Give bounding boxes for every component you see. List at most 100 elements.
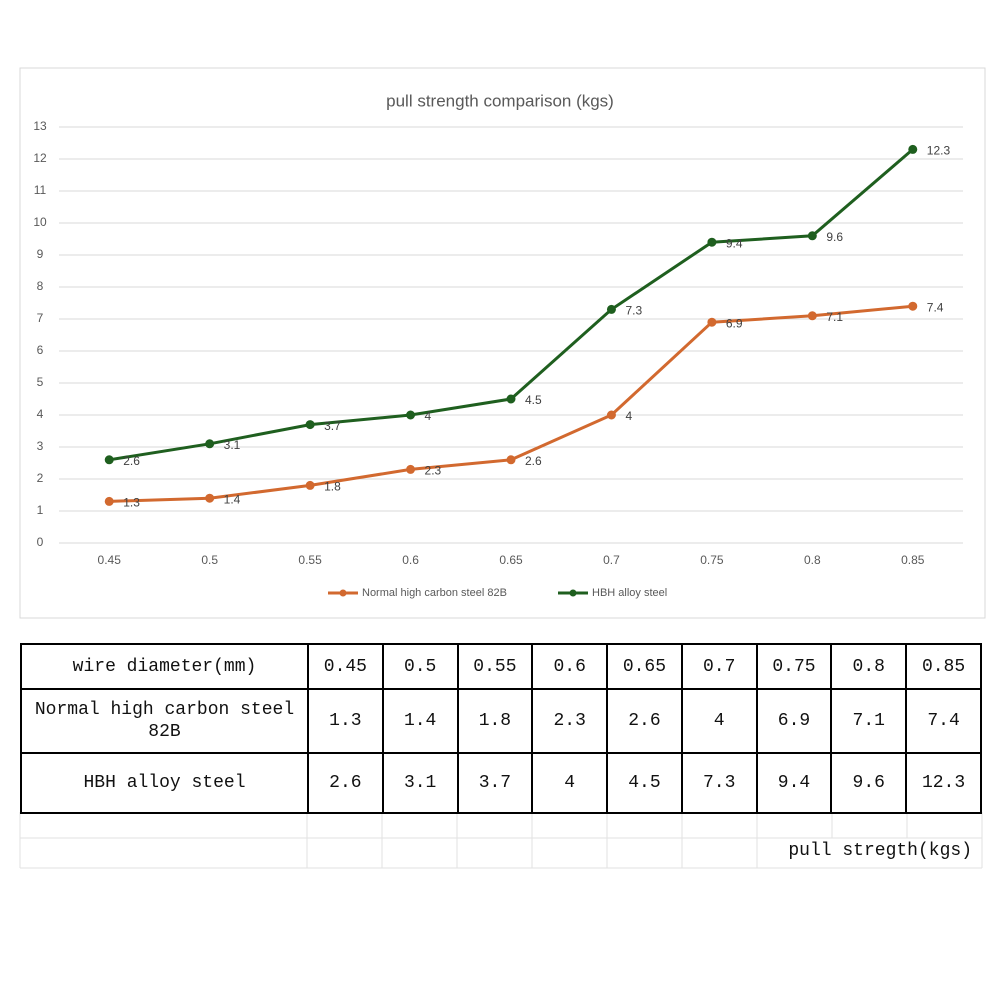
table-cell: 7.3: [680, 752, 758, 814]
data-point: [707, 237, 717, 247]
y-tick-label: 0: [37, 535, 44, 549]
table-cell: 7.1: [830, 688, 908, 754]
table-cell: 0.6: [531, 643, 609, 690]
data-label: 4: [625, 409, 632, 423]
data-point: [506, 394, 516, 404]
legend-marker: [569, 589, 577, 597]
table-cell: 2.6: [307, 752, 384, 814]
chart-frame: [19, 67, 986, 619]
table-row: Normal high carbon steel 82B 1.3 1.4 1.8 2.3…: [20, 688, 982, 754]
data-label: 2.6: [525, 454, 542, 468]
sheet-grid: [19, 812, 983, 869]
y-tick-label: 1: [37, 503, 44, 517]
table-cell: 1.3: [307, 688, 384, 754]
data-label: 1.8: [324, 480, 341, 494]
x-tick-label: 0.65: [499, 553, 523, 567]
data-label: 9.6: [826, 230, 843, 244]
table-cell: 4: [680, 688, 758, 754]
legend-label: Normal high carbon steel 82B: [362, 587, 507, 599]
y-tick-label: 7: [37, 311, 44, 325]
y-tick-label: 3: [37, 439, 44, 453]
x-tick-label: 0.45: [98, 553, 122, 567]
table-cell: 0.5: [381, 643, 459, 690]
table-cell: Normal high carbon steel 82B: [20, 688, 309, 754]
table-row: wire diameter(mm) 0.45 0.5 0.55 0.6 0.65 0.7 0.…: [20, 643, 982, 690]
table-cell: 0.65: [606, 643, 683, 690]
legend-marker: [339, 589, 347, 597]
table-cell: 0.75: [755, 643, 833, 690]
table-cell: 0.45: [307, 643, 384, 690]
data-label: 12.3: [927, 144, 951, 158]
table-cell: 0.7: [680, 643, 758, 690]
table-cell: 4.5: [606, 752, 683, 814]
data-label: 4.5: [525, 393, 542, 407]
x-tick-label: 0.5: [201, 553, 218, 567]
data-label: 2.3: [425, 464, 442, 478]
data-point: [305, 420, 315, 430]
table-cell: 6.9: [755, 688, 833, 754]
data-point: [406, 464, 416, 474]
y-tick-label: 6: [37, 343, 44, 357]
data-label: 7.4: [927, 300, 944, 314]
data-point: [908, 144, 918, 154]
data-point: [104, 455, 114, 465]
table-cell: 7.4: [905, 688, 982, 754]
legend-label: HBH alloy steel: [592, 587, 667, 599]
data-label: 6.9: [726, 316, 743, 330]
table-cell: 12.3: [905, 752, 982, 814]
data-point: [707, 317, 717, 327]
data-label: 9.4: [726, 236, 743, 250]
data-label: 3.7: [324, 419, 341, 433]
table-cell: 4: [531, 752, 609, 814]
table-cell: 9.6: [830, 752, 908, 814]
data-label: 1.4: [224, 492, 241, 506]
table-cell: wire diameter(mm): [20, 643, 309, 690]
x-tick-label: 0.85: [901, 553, 925, 567]
data-point: [205, 439, 215, 449]
data-point: [606, 304, 616, 314]
data-point: [104, 496, 114, 506]
data-point: [406, 410, 416, 420]
data-table: wire diameter(mm) 0.45 0.5 0.55 0.6 0.65 0.7 0.…: [20, 643, 982, 814]
table-cell: 0.85: [905, 643, 982, 690]
table-cell: 0.8: [830, 643, 908, 690]
x-tick-label: 0.8: [804, 553, 821, 567]
y-tick-label: 12: [33, 151, 47, 165]
data-label: 1.3: [123, 496, 140, 510]
x-tick-label: 0.55: [298, 553, 322, 567]
y-tick-label: 2: [37, 471, 44, 485]
y-tick-label: 5: [37, 375, 44, 389]
data-point: [506, 455, 516, 465]
table-cell: 9.4: [755, 752, 833, 814]
y-tick-label: 11: [34, 183, 47, 197]
x-tick-label: 0.6: [402, 553, 419, 567]
y-tick-label: 10: [33, 215, 47, 229]
y-tick-label: 9: [37, 247, 44, 261]
x-tick-label: 0.75: [700, 553, 724, 567]
table-row: HBH alloy steel 2.6 3.1 3.7 4 4.5 7.3 9.4 9.6 12.…: [20, 752, 982, 814]
table-footer: pull stregth(kgs): [788, 841, 972, 861]
chart-title: pull strength comparison (kgs): [386, 91, 614, 110]
data-point: [908, 301, 918, 311]
table-cell: 3.1: [381, 752, 459, 814]
table-cell: 2.6: [606, 688, 683, 754]
table-cell: 3.7: [456, 752, 534, 814]
data-point: [807, 311, 817, 321]
y-tick-label: 4: [37, 407, 44, 421]
data-point: [205, 493, 215, 503]
data-point: [807, 231, 817, 241]
data-label: 7.3: [625, 304, 642, 318]
data-label: 2.6: [123, 454, 140, 468]
table-cell: 1.8: [456, 688, 534, 754]
y-tick-label: 13: [33, 119, 47, 133]
data-label: 4: [425, 409, 432, 423]
data-label: 3.1: [224, 438, 241, 452]
data-point: [606, 410, 616, 420]
table-cell: HBH alloy steel: [20, 752, 309, 814]
y-tick-label: 8: [37, 279, 44, 293]
x-tick-label: 0.7: [603, 553, 620, 567]
data-label: 7.1: [826, 310, 843, 324]
data-point: [305, 480, 315, 490]
